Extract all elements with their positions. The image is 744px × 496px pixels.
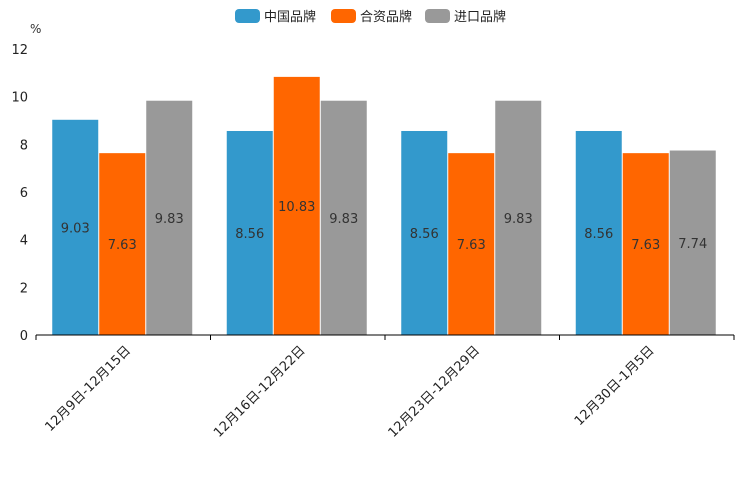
y-tick-label: 12 bbox=[11, 43, 28, 58]
bar-series-2-cat-2 bbox=[495, 100, 542, 336]
y-axis-unit-label: % bbox=[30, 22, 41, 36]
y-tick-label: 8 bbox=[20, 138, 28, 153]
legend-swatch-1 bbox=[331, 9, 356, 23]
data-label: 10.83 bbox=[278, 200, 315, 215]
data-label: 9.03 bbox=[61, 221, 90, 236]
legend-swatch-2 bbox=[425, 9, 450, 23]
data-labels: 9.03 7.63 9.83 8.56 10.83 9.83 8.56 7.63 9.83 8.5… bbox=[61, 200, 707, 253]
x-tick-label: 12月16日-12月22日 bbox=[211, 343, 308, 440]
bar-series-1-cat-0 bbox=[99, 153, 146, 335]
bar-series-1-cat-3 bbox=[622, 153, 669, 335]
data-label: 9.83 bbox=[504, 212, 533, 227]
data-label: 9.83 bbox=[155, 212, 184, 227]
y-tick-label: 4 bbox=[20, 234, 28, 249]
bar-series-0-cat-0 bbox=[52, 119, 99, 335]
y-tick-label: 10 bbox=[11, 91, 28, 106]
y-tick-label: 0 bbox=[20, 329, 28, 344]
data-label: 7.63 bbox=[631, 238, 660, 253]
bar-series-1-cat-1 bbox=[273, 76, 320, 335]
data-label: 7.63 bbox=[457, 238, 486, 253]
data-label: 7.74 bbox=[678, 237, 707, 252]
x-axis-ticks: 12月9日-12月15日 12月16日-12月22日 12月23日-12月29日 12… bbox=[35, 335, 735, 441]
x-tick-label: 12月23日-12月29日 bbox=[386, 343, 483, 440]
bar-series-1-cat-2 bbox=[448, 153, 495, 335]
y-tick-label: 2 bbox=[20, 281, 28, 296]
bar-series-0-cat-2 bbox=[401, 130, 448, 335]
data-label: 8.56 bbox=[584, 227, 613, 242]
legend-label-2: 进口品牌 bbox=[454, 9, 506, 25]
data-label: 8.56 bbox=[410, 227, 439, 242]
data-label: 7.63 bbox=[108, 238, 137, 253]
legend: 中国品牌 合资品牌 进口品牌 bbox=[235, 9, 506, 25]
y-tick-label: 6 bbox=[20, 186, 28, 201]
bars bbox=[52, 76, 716, 336]
bar-series-0-cat-3 bbox=[575, 130, 622, 335]
x-tick-label: 12月30日-1月5日 bbox=[572, 343, 658, 429]
bar-series-2-cat-0 bbox=[146, 100, 193, 336]
bar-series-2-cat-3 bbox=[669, 150, 716, 335]
legend-label-1: 合资品牌 bbox=[360, 9, 412, 25]
y-axis-ticks: 0 2 4 6 8 10 12 bbox=[11, 43, 28, 344]
data-label: 8.56 bbox=[235, 227, 264, 242]
bar-series-0-cat-1 bbox=[226, 130, 273, 335]
data-label: 9.83 bbox=[329, 212, 358, 227]
bar-series-2-cat-1 bbox=[320, 100, 367, 336]
legend-label-0: 中国品牌 bbox=[264, 9, 316, 25]
x-tick-label: 12月9日-12月15日 bbox=[42, 343, 134, 435]
legend-swatch-0 bbox=[235, 9, 260, 23]
